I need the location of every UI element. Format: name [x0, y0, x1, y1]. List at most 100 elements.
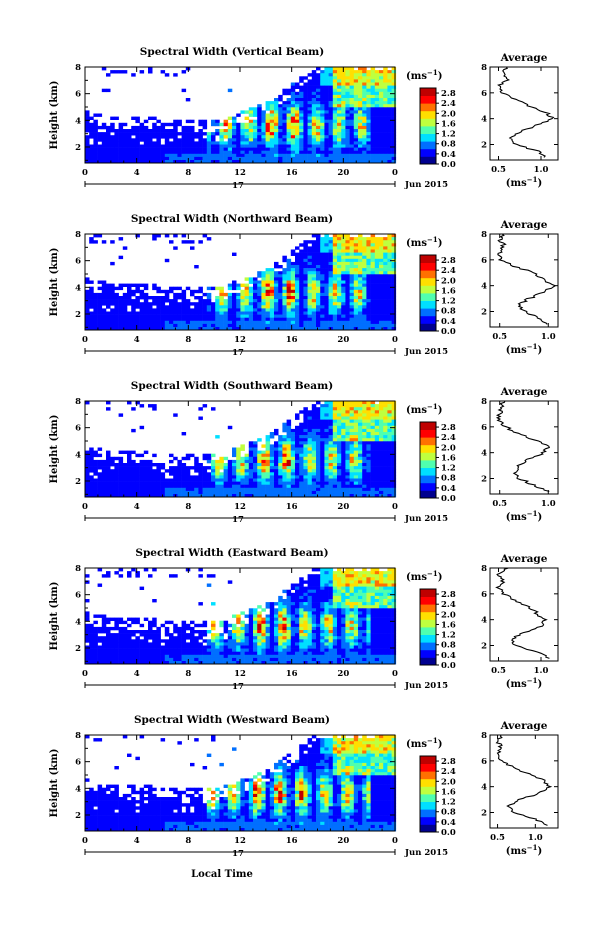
profile-x-tick-label: 0.5: [492, 332, 507, 342]
x-tick-label: 16: [286, 669, 298, 679]
colorbar-tick-label: 1.6: [441, 286, 456, 296]
y-axis-label: Height (km): [49, 749, 60, 818]
colorbar-tick-label: 1.2: [441, 464, 456, 474]
colorbar-swatch: [420, 482, 436, 491]
colorbar-swatch: [420, 589, 436, 597]
profile-x-tick-label: 1.0: [528, 833, 543, 843]
x-tick-label: 0: [392, 502, 398, 512]
heatmap-field: [85, 234, 397, 331]
profile-y-tick-label: 8: [481, 564, 487, 574]
profile-y-tick-label: 4: [481, 783, 487, 793]
colorbar-swatch: [420, 809, 436, 818]
y-tick-label: 4: [75, 450, 81, 460]
profile-x-tick-label: 1.0: [541, 499, 556, 509]
panel-title: Spectral Width (Northward Beam): [131, 213, 333, 225]
panel-title: Spectral Width (Westward Beam): [134, 714, 330, 726]
x-tick-label: 12: [234, 669, 246, 679]
colorbar-tick-label: 0.8: [441, 474, 456, 484]
y-tick-label: 4: [75, 617, 81, 627]
colorbar-swatch: [420, 490, 436, 499]
colorbar-swatch: [420, 323, 436, 332]
average-profile: Average 2 4 6 8 0.5 1.0(ms−1): [481, 720, 559, 857]
colorbar-swatch: [420, 824, 436, 833]
x-tick-label: 16: [286, 502, 298, 512]
colorbar-swatch: [420, 801, 436, 810]
x-tick-label: 0: [392, 335, 398, 345]
profile-y-tick-label: 6: [481, 89, 487, 99]
colorbar-tick-label: 2.4: [441, 266, 456, 276]
date-label: Jun 2015: [404, 180, 448, 190]
colorbar-swatch: [420, 627, 436, 635]
y-tick-label: 6: [75, 90, 81, 100]
colorbar-tick-label: 0.0: [441, 494, 456, 504]
colorbar-tick-label: 0.8: [441, 641, 456, 651]
colorbar-swatch: [420, 596, 436, 605]
y-tick-label: 2: [75, 811, 81, 821]
colorbar-tick-label: 1.6: [441, 620, 456, 630]
profile-x-tick-label: 0.5: [491, 165, 506, 175]
profile-x-axis-label: (ms−1): [506, 676, 542, 690]
date-label: Jun 2015: [404, 848, 448, 858]
colorbar-tick-label: 2.0: [441, 777, 456, 787]
profile-y-tick-label: 2: [481, 141, 487, 151]
colorbar-tick-label: 2.4: [441, 767, 456, 777]
colorbar-frame: [419, 87, 437, 165]
colorbar-tick-label: 1.2: [441, 631, 456, 641]
profile-y-tick-label: 8: [481, 63, 487, 73]
y-tick-label: 4: [75, 283, 81, 293]
colorbar-tick-label: 2.8: [441, 757, 456, 767]
profile-y-tick-label: 6: [481, 256, 487, 266]
colorbar-swatch: [420, 141, 436, 150]
colorbar-tick-label: 1.2: [441, 130, 456, 140]
x-tick-label: 0: [392, 836, 398, 846]
profile-x-axis-label: (ms−1): [506, 342, 542, 356]
x-tick-label: 20: [337, 335, 349, 345]
x-tick-label: 20: [337, 168, 349, 178]
colorbar-tick-label: 2.8: [441, 256, 456, 266]
x-axis-label: Local Time: [191, 869, 253, 880]
colorbar: 0.00.40.81.21.62.02.42.8 (ms−1): [406, 736, 456, 838]
colorbar-frame: [419, 254, 437, 332]
colorbar-swatch: [420, 308, 436, 317]
x-tick-label: 0: [82, 669, 88, 679]
x-tick-label: 8: [185, 669, 191, 679]
average-profile: Average 2 4 6 8 0.5 1.0(ms−1): [481, 553, 559, 690]
profile-title: Average: [500, 52, 548, 64]
y-tick-label: 6: [75, 424, 81, 434]
profile-y-tick-label: 8: [481, 397, 487, 407]
profile-y-tick-label: 4: [481, 616, 487, 626]
colorbar-swatch: [420, 657, 436, 666]
x-tick-label: 0: [82, 335, 88, 345]
profile-x-tick-label: 1.0: [541, 332, 556, 342]
x-tick-label: 4: [134, 669, 140, 679]
x-tick-label: 0: [82, 836, 88, 846]
y-tick-label: 8: [75, 397, 81, 407]
colorbar-tick-label: 1.2: [441, 798, 456, 808]
profile-line: [495, 567, 550, 659]
colorbar-swatch: [420, 619, 436, 628]
profile-y-tick-label: 2: [481, 642, 487, 652]
colorbar-swatch: [420, 437, 436, 446]
colorbar-swatch: [420, 262, 436, 271]
x-tick-label: 8: [185, 168, 191, 178]
y-tick-label: 8: [75, 564, 81, 574]
colorbar-tick-label: 1.6: [441, 453, 456, 463]
x-tick-label: 8: [185, 836, 191, 846]
colorbar-swatch: [420, 285, 436, 294]
colorbar: 0.00.40.81.21.62.02.42.8 (ms−1): [406, 235, 456, 337]
profile-frame: [489, 734, 559, 829]
colorbar-tick-label: 2.4: [441, 600, 456, 610]
y-tick-label: 6: [75, 591, 81, 601]
colorbar-swatch: [420, 794, 436, 802]
colorbar-tick-label: 2.4: [441, 433, 456, 443]
x-tick-label: 16: [286, 335, 298, 345]
colorbar-tick-label: 0.4: [441, 317, 456, 327]
x-tick-label: 20: [337, 669, 349, 679]
y-axis-label: Height (km): [49, 415, 60, 484]
x-tick-label: 0: [82, 502, 88, 512]
profile-x-tick-label: 0.5: [490, 833, 505, 843]
colorbar-tick-label: 1.2: [441, 297, 456, 307]
profile-x-tick-label: 1.0: [534, 666, 549, 676]
colorbar-unit-label: (ms−1): [406, 569, 442, 583]
